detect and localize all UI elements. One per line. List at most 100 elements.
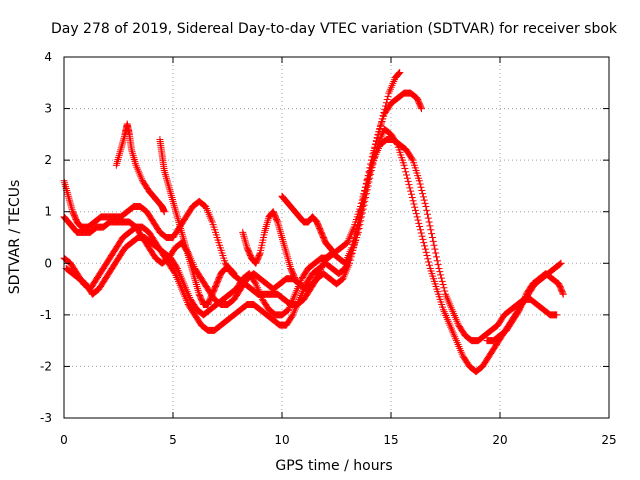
data-point-marker bbox=[164, 180, 172, 188]
data-point-marker bbox=[173, 211, 181, 219]
data-point-marker bbox=[291, 273, 299, 281]
data-point-marker bbox=[436, 268, 444, 276]
data-point-marker bbox=[229, 269, 237, 277]
data-point-marker bbox=[410, 200, 418, 208]
data-point-marker bbox=[239, 230, 247, 238]
data-point-marker bbox=[193, 282, 201, 290]
data-point-marker bbox=[160, 208, 168, 216]
data-point-marker bbox=[279, 235, 287, 243]
data-point-marker bbox=[131, 157, 139, 165]
data-point-marker bbox=[251, 279, 259, 287]
data-point-marker bbox=[411, 203, 419, 211]
data-point-marker bbox=[417, 183, 425, 191]
data-point-marker bbox=[412, 210, 420, 218]
data-point-marker bbox=[330, 249, 338, 257]
data-point-marker bbox=[119, 136, 127, 144]
data-point-marker bbox=[373, 134, 381, 142]
data-point-marker bbox=[420, 239, 428, 247]
data-point-marker bbox=[424, 255, 432, 263]
data-point-marker bbox=[435, 264, 443, 272]
data-point-marker bbox=[557, 259, 565, 267]
data-point-marker bbox=[349, 241, 357, 249]
data-point-marker bbox=[277, 230, 285, 238]
data-point-marker bbox=[241, 236, 249, 244]
data-point-marker bbox=[61, 181, 69, 189]
data-point-marker bbox=[404, 177, 412, 185]
data-point-marker bbox=[162, 172, 170, 180]
y-tick-labels: -3 -2 -1 0 1 2 3 4 bbox=[40, 50, 52, 425]
data-point-marker bbox=[427, 226, 435, 234]
data-point-marker bbox=[417, 229, 425, 237]
data-point-marker bbox=[66, 198, 74, 206]
data-point-marker bbox=[349, 237, 357, 245]
data-point-marker bbox=[173, 263, 181, 271]
data-point-marker bbox=[402, 168, 410, 176]
data-point-marker bbox=[230, 270, 238, 278]
y-tick-label: 4 bbox=[44, 50, 52, 64]
data-point-marker bbox=[278, 234, 286, 241]
y-tick-label: -1 bbox=[40, 308, 52, 322]
data-point-marker bbox=[406, 184, 414, 192]
plot-frame bbox=[63, 56, 610, 419]
data-point-marker bbox=[556, 260, 564, 268]
data-point-marker bbox=[280, 241, 288, 249]
data-point-marker bbox=[229, 268, 237, 276]
data-point-marker bbox=[425, 261, 433, 269]
data-point-marker bbox=[117, 144, 125, 152]
data-point-marker bbox=[407, 190, 415, 198]
x-tick-label: 20 bbox=[492, 433, 507, 447]
data-point-marker bbox=[424, 214, 432, 222]
data-point-marker bbox=[112, 161, 120, 169]
data-point-marker bbox=[276, 228, 284, 236]
data-point-marker bbox=[166, 186, 174, 194]
x-tick-labels: 0 5 10 15 20 25 bbox=[60, 433, 616, 447]
x-tick-label: 10 bbox=[274, 433, 289, 447]
data-point-marker bbox=[263, 221, 271, 229]
data-point-marker bbox=[285, 257, 293, 265]
y-tick-label: -2 bbox=[40, 359, 52, 373]
data-point-marker bbox=[191, 277, 199, 285]
data-point-marker bbox=[515, 307, 523, 315]
data-point-marker bbox=[282, 249, 290, 257]
data-point-marker bbox=[415, 219, 423, 227]
data-point-marker bbox=[129, 152, 137, 160]
data-point-marker bbox=[350, 234, 358, 242]
data-point-marker bbox=[419, 193, 427, 201]
data-point-marker bbox=[437, 271, 445, 279]
data-point-marker bbox=[63, 188, 71, 196]
data-point-marker bbox=[64, 190, 72, 198]
data-point-marker bbox=[329, 248, 337, 256]
data-point-marker bbox=[559, 289, 567, 297]
y-tick-label: 3 bbox=[44, 102, 52, 116]
data-point-marker bbox=[261, 226, 269, 234]
x-axis-label: GPS time / hours bbox=[275, 458, 392, 474]
data-point-marker bbox=[62, 183, 70, 191]
data-point-marker bbox=[432, 249, 440, 257]
data-point-marker bbox=[65, 194, 73, 202]
data-point-marker bbox=[418, 105, 426, 113]
data-point-marker bbox=[400, 161, 408, 169]
data-point-marker bbox=[358, 196, 366, 204]
data-point-marker bbox=[361, 186, 369, 194]
data-point-marker bbox=[67, 202, 75, 210]
data-point-marker bbox=[171, 203, 179, 211]
data-point-marker bbox=[279, 237, 287, 245]
data-point-marker bbox=[330, 248, 338, 256]
data-point-marker bbox=[240, 234, 248, 242]
data-point-marker bbox=[163, 176, 171, 184]
data-point-marker bbox=[371, 143, 379, 151]
data-point-marker bbox=[430, 241, 438, 249]
data-point-marker bbox=[281, 245, 289, 253]
y-axis-label: SDTVAR / TECUs bbox=[7, 180, 23, 295]
data-point-marker bbox=[130, 155, 138, 163]
data-point-marker bbox=[273, 217, 281, 225]
satellite-track-5 bbox=[112, 120, 168, 216]
data-point-marker bbox=[276, 226, 284, 234]
data-point-marker bbox=[403, 174, 411, 182]
data-point-marker bbox=[419, 235, 427, 243]
data-point-marker bbox=[120, 134, 128, 142]
data-point-marker bbox=[275, 222, 283, 230]
data-point-marker bbox=[64, 192, 72, 200]
data-point-marker bbox=[116, 148, 124, 156]
